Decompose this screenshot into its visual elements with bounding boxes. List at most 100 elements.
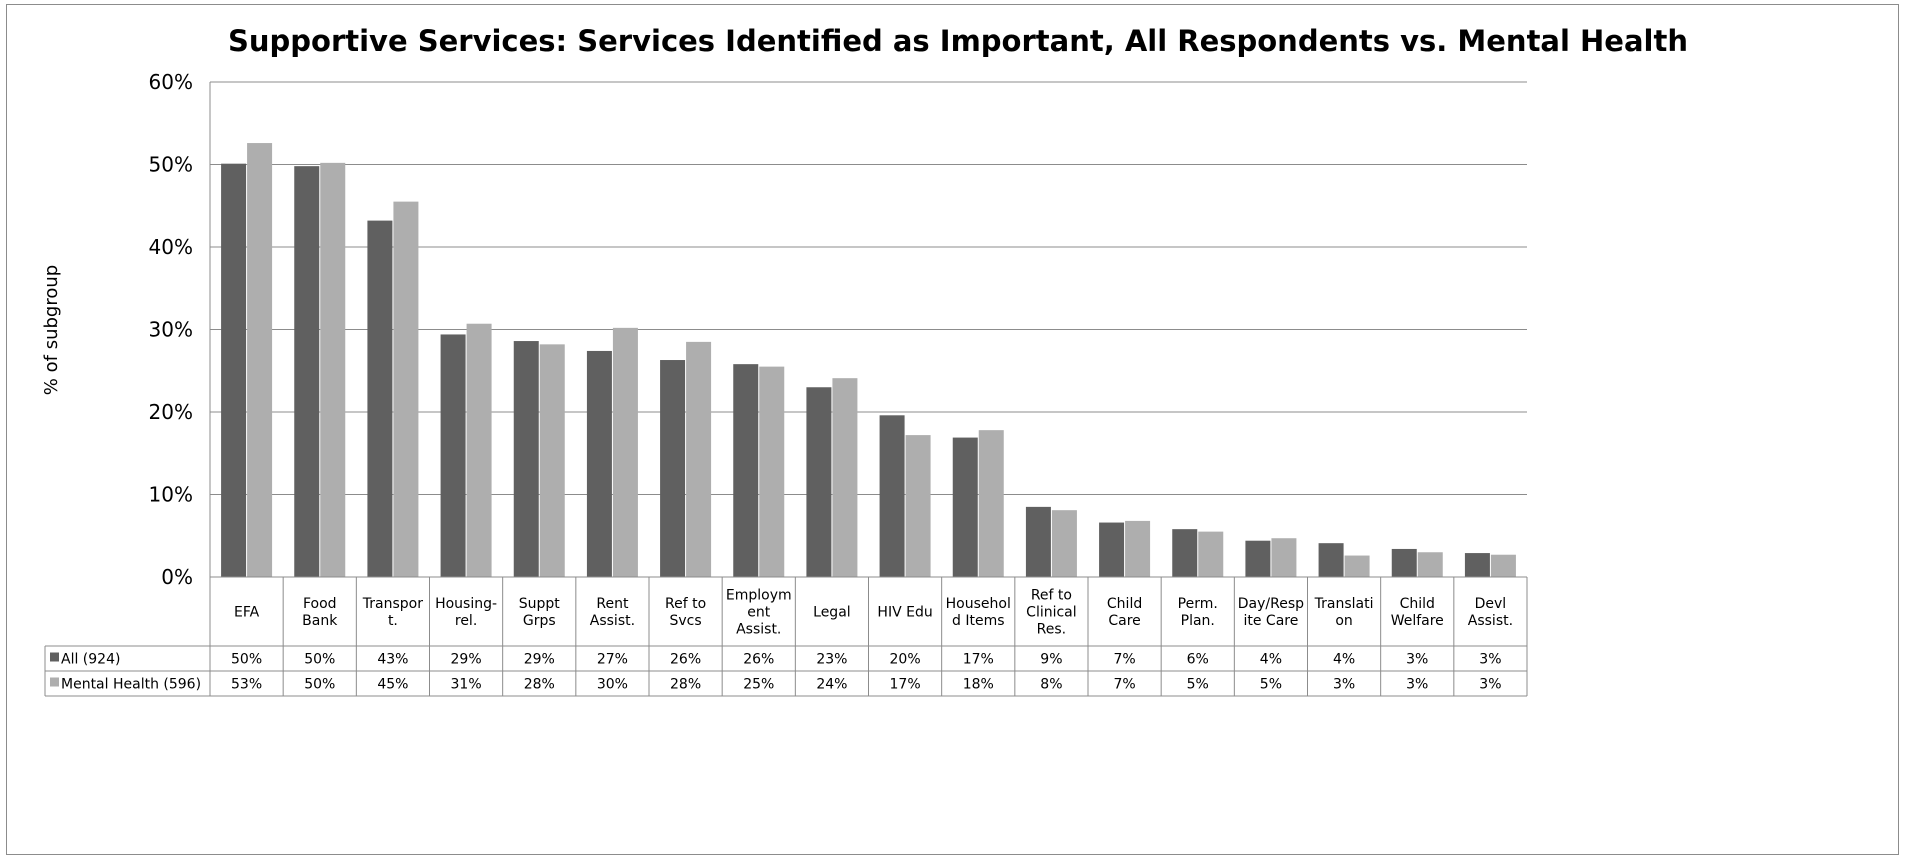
x-tick-label: Suppt Grps (519, 596, 561, 629)
x-tick-label: Employm ent Assist. (726, 588, 792, 638)
data-label: 27% (597, 652, 628, 668)
data-label: 25% (743, 677, 774, 693)
x-tick-label: Translati on (1314, 596, 1374, 629)
data-label: 6% (1187, 652, 1209, 668)
bar (660, 360, 686, 577)
x-tick-label: Food Bank (302, 596, 338, 629)
bar (1464, 553, 1490, 577)
legend-swatch (50, 677, 59, 687)
y-tick-label: 20% (149, 400, 193, 424)
data-label: 7% (1113, 652, 1135, 668)
data-label: 3% (1406, 677, 1428, 693)
bar (1490, 554, 1516, 577)
legend-entry: All (924) (61, 652, 120, 668)
bar (1245, 540, 1271, 577)
bar (1391, 548, 1417, 577)
bar (586, 350, 612, 577)
bar (1198, 531, 1224, 577)
x-tick-label: Devl Assist. (1468, 596, 1513, 629)
data-label: 26% (670, 652, 701, 668)
x-tick-label: Day/Resp ite Care (1238, 596, 1304, 629)
data-label: 23% (816, 652, 847, 668)
x-tick-label: EFA (234, 605, 260, 621)
x-tick-label: HIV Edu (877, 605, 932, 621)
data-label: 29% (524, 652, 555, 668)
y-axis-label: % of subgroup (41, 265, 62, 395)
bar (367, 220, 393, 577)
x-tick-label: Househol d Items (946, 596, 1011, 629)
data-label: 5% (1187, 677, 1209, 693)
x-tick-label: Child Care (1107, 596, 1142, 629)
gridlines (209, 81, 1527, 577)
x-tick-label: Child Welfare (1391, 596, 1444, 629)
y-tick-label: 50% (149, 153, 193, 177)
bar (1318, 543, 1344, 577)
data-label: 26% (743, 652, 774, 668)
bar (466, 323, 492, 577)
bar (733, 364, 759, 577)
data-label: 3% (1406, 652, 1428, 668)
data-label: 7% (1113, 677, 1135, 693)
data-label: 17% (963, 652, 994, 668)
data-table: EFA Food Bank Transpor t. Housing-rel. Suppt Gr… (44, 576, 1528, 697)
data-label: 24% (816, 677, 847, 693)
bars (221, 143, 1516, 578)
data-label: 31% (451, 677, 482, 693)
x-tick-label: Ref to Clinical Res. (1026, 588, 1076, 638)
data-label: 53% (231, 677, 262, 693)
bar (221, 163, 247, 578)
data-label: 45% (377, 677, 408, 693)
bar (513, 341, 539, 577)
x-tick-label: Perm. Plan. (1178, 596, 1218, 629)
x-tick-label: Ref to Svcs (665, 596, 706, 629)
bar (879, 415, 905, 577)
bar (1051, 510, 1077, 577)
bar (1271, 538, 1297, 577)
legend-entry: Mental Health (596) (61, 677, 201, 693)
bar (393, 201, 419, 577)
bar (1417, 552, 1443, 577)
bar (440, 334, 466, 577)
data-label: 4% (1260, 652, 1282, 668)
legend-swatch (50, 652, 59, 662)
bar (1125, 520, 1151, 577)
data-label: 20% (890, 652, 921, 668)
bar (832, 378, 858, 577)
data-label: 3% (1333, 677, 1355, 693)
bar (978, 430, 1004, 577)
data-label: 17% (890, 677, 921, 693)
chart-title: Supportive Services: Services Identified… (228, 24, 1688, 58)
bar (612, 327, 638, 577)
y-tick-label: 60% (149, 70, 193, 94)
data-label: 50% (231, 652, 262, 668)
data-label: 30% (597, 677, 628, 693)
bar (539, 344, 565, 577)
bar (1344, 555, 1370, 577)
y-tick-label: 0% (161, 565, 193, 589)
x-tick-label: Legal (813, 605, 851, 621)
bar (320, 162, 346, 577)
bar (1025, 506, 1051, 577)
data-label: 9% (1040, 652, 1062, 668)
bar (686, 341, 712, 577)
data-label: 8% (1040, 677, 1062, 693)
bar (294, 166, 320, 577)
bar (952, 437, 978, 577)
bar (806, 387, 832, 577)
bar (1099, 522, 1125, 577)
x-tick-label: Rent Assist. (590, 596, 635, 629)
data-label: 28% (524, 677, 555, 693)
bar (759, 366, 785, 577)
data-label: 43% (377, 652, 408, 668)
x-tick-label: Housing-rel. (435, 596, 497, 629)
y-tick-label: 30% (149, 318, 193, 342)
bar (247, 143, 273, 578)
x-tick-label: Transpor t. (362, 596, 423, 629)
data-label: 3% (1479, 677, 1501, 693)
data-label: 29% (451, 652, 482, 668)
data-label: 28% (670, 677, 701, 693)
data-label: 50% (304, 677, 335, 693)
bar (905, 435, 931, 577)
y-tick-label: 10% (149, 483, 193, 507)
y-tick-labels: 0% 10% 20% 30% 40% 50% 60% (149, 70, 193, 589)
